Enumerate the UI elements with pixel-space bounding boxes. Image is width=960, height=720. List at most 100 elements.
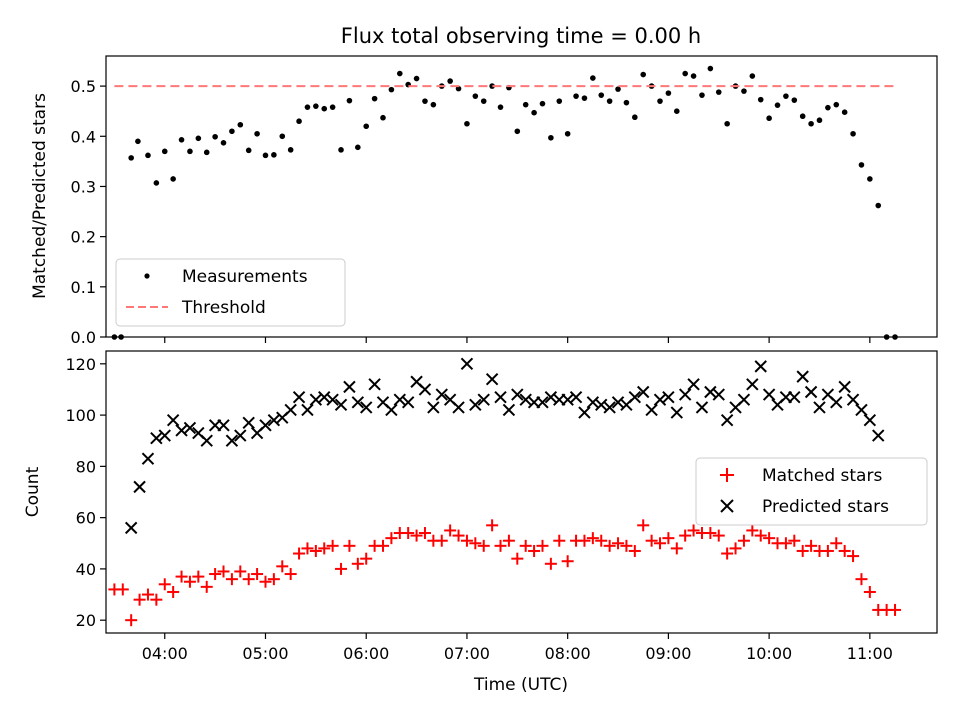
matched-star-point [595,534,608,547]
measurement-point [338,147,344,153]
predicted-star-point [695,401,709,414]
x-tick-label: 09:00 [645,644,691,663]
predicted-star-point [368,378,381,391]
legend-threshold: Threshold [181,298,266,318]
measurement-point [783,93,789,99]
predicted-star-point [242,416,255,429]
measurement-point [321,105,328,112]
matched-star-point [502,534,515,547]
predicted-star-point [561,393,574,406]
ratio-panel-frame [105,55,938,338]
predicted-star-point [166,414,180,427]
measurement-point [564,130,571,137]
predicted-star-point [754,360,767,373]
predicted-star-point [712,388,725,401]
measurement-point [573,93,579,99]
measurement-point [808,120,814,127]
matched-star-point [687,524,700,537]
predicted-star-point [704,385,717,399]
matched-star-point [578,534,591,547]
measurement-point [799,113,806,120]
measurement-point [396,70,403,77]
matched-star-point [821,544,834,557]
matched-star-point [141,588,154,601]
measurement-point [724,120,730,127]
count-y-tick-label: 40 [76,560,96,579]
measurement-point [135,138,141,145]
predicted-star-point [435,388,448,401]
matched-star-point [662,532,675,545]
matched-star-point [847,550,860,563]
measurement-point [313,103,319,109]
measurement-point [833,101,840,108]
predicted-star-point [830,396,843,409]
measurement-point [497,104,504,110]
matched-star-point [318,542,331,555]
measurement-point [581,95,588,101]
ratio-y-axis-label: Matched/Predicted stars [30,93,50,299]
predicted-star-point [653,393,667,406]
matched-star-point [133,593,146,606]
measurement-point [388,86,395,93]
matched-star-point [267,573,280,586]
x-tick-label: 06:00 [343,644,389,663]
predicted-star-point [150,431,163,445]
predicted-star-point [569,390,583,404]
predicted-star-point [284,403,297,417]
predicted-star-point [670,406,683,419]
x-tick-label: 11:00 [847,644,893,663]
measurement-point [791,97,798,103]
matched-star-point [125,614,138,627]
measurement-point [480,98,487,104]
matched-star-point [167,585,180,598]
matched-star-point [536,539,549,552]
matched-star-point [444,524,457,537]
measurement-point [757,96,764,103]
measurement-point [867,176,873,182]
measurement-point [203,149,210,156]
measurement-point [413,75,420,82]
ratio-panel: 0.0 0.1 0.2 0.3 0.4 0.5 Matched/Predicted sta… [30,55,938,347]
measurement-point [665,90,672,96]
measurement-point [556,98,563,104]
measurement-point [170,176,176,182]
measurement-point [212,133,218,140]
matched-star-point [175,570,188,583]
measurement-point [774,102,781,108]
predicted-star-point [427,401,440,414]
measurement-point [690,73,697,79]
matched-star-point [276,560,289,573]
predicted-star-point [259,419,272,432]
matched-star-point [679,529,692,542]
predicted-star-point [360,401,373,414]
predicted-star-point [544,390,558,404]
predicted-star-point [611,396,625,409]
measurement-point [699,92,705,98]
predicted-star-point [603,401,616,414]
matched-star-point [385,532,398,545]
predicted-star-point [746,378,759,391]
predicted-star-point [586,396,600,409]
matched-star-point [158,578,171,591]
matched-star-point [200,580,213,593]
measurement-point [640,71,647,78]
predicted-star-point [813,401,826,414]
matched-star-point [729,542,742,555]
matched-star-point [309,544,322,557]
matched-star-point [519,539,532,552]
measurement-point [128,155,134,161]
measurement-point [850,130,856,137]
chart-title: Flux total observing time = 0.00 h [341,24,701,48]
measurement-point [858,162,865,168]
measurement-point [254,130,260,137]
count-y-tick-label: 20 [76,611,96,630]
predicted-star-point [318,390,331,404]
measurement-point [447,78,453,84]
matched-star-point [721,547,734,560]
measurement-point [657,98,663,104]
predicted-star-point [401,396,415,409]
measurement-point [153,180,160,186]
ratio-legend-box [115,258,346,327]
ratio-y-tick-label: 0.0 [71,328,96,347]
measurement-point [749,73,756,79]
